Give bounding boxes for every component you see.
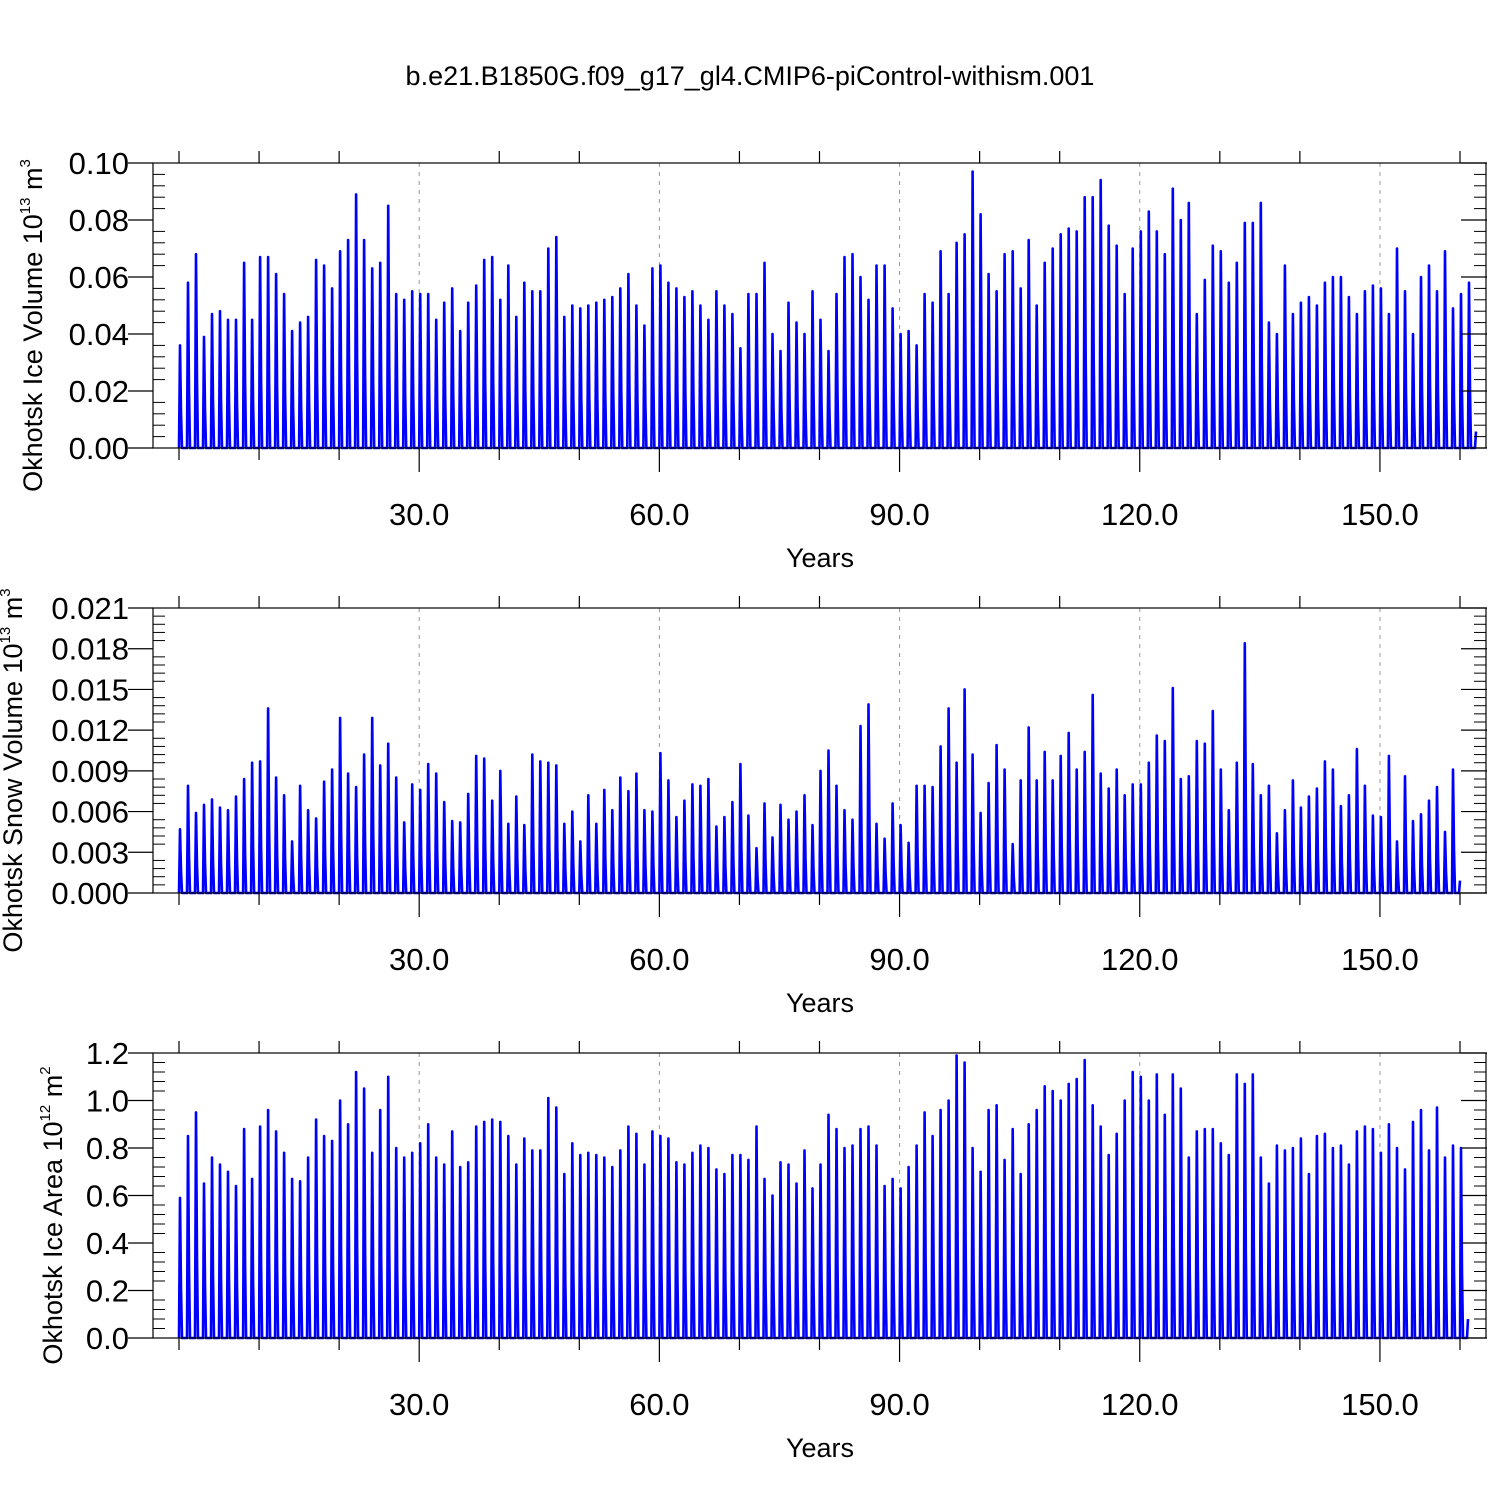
chart-title: b.e21.B1850G.f09_g17_gl4.CMIP6-piControl…: [406, 61, 1095, 91]
y-axis-label: Okhotsk Ice Area 1012 m2: [37, 1066, 68, 1364]
x-tick-label: 150.0: [1341, 942, 1419, 977]
y-axis-label-exp: 13: [17, 198, 34, 215]
y-tick-label: 0.2: [86, 1274, 129, 1309]
x-axis-label: Years: [786, 988, 854, 1018]
y-axis-label-main: Okhotsk Snow Volume 10: [0, 643, 28, 952]
y-tick-label: 0.6: [86, 1179, 129, 1214]
x-axis-label: Years: [786, 1433, 854, 1463]
y-axis-label-exp: 13: [0, 627, 14, 644]
x-tick-label: 120.0: [1101, 497, 1179, 532]
y-axis-label-main: Okhotsk Ice Volume 10: [18, 214, 48, 492]
series-line: [177, 1054, 1470, 1340]
y-axis-label-exp: 12: [37, 1105, 54, 1122]
x-tick-label: 120.0: [1101, 942, 1179, 977]
y-tick-label: 0.0: [86, 1321, 129, 1356]
y-tick-label: 0.021: [51, 591, 129, 626]
y-axis-label-unit-exp: 2: [37, 1066, 54, 1074]
y-tick-label: 0.015: [51, 672, 129, 707]
x-tick-label: 90.0: [869, 497, 929, 532]
y-tick-label: 0.00: [69, 431, 129, 466]
y-axis-label-unit-exp: 3: [17, 159, 34, 167]
x-tick-label: 60.0: [629, 1387, 689, 1422]
x-tick-label: 60.0: [629, 497, 689, 532]
y-tick-label: 0.006: [51, 795, 129, 830]
x-tick-label: 90.0: [869, 942, 929, 977]
y-tick-label: 1.2: [86, 1036, 129, 1071]
x-tick-label: 30.0: [389, 1387, 449, 1422]
chart-panel-1: 0.00 0.02 0.04 0.06 0.08 0.10 30.0 60.0 90.0 120.…: [17, 146, 1487, 573]
y-axis-label-unit: m: [38, 1075, 68, 1105]
chart-panel-2: 0.000 0.003 0.006 0.009 0.012 0.015 0.018 0.021…: [0, 588, 1487, 1018]
y-tick-label: 0.012: [51, 713, 129, 748]
x-tick-label: 150.0: [1341, 1387, 1419, 1422]
x-tick-label: 30.0: [389, 497, 449, 532]
y-tick-label: 0.000: [51, 876, 129, 911]
x-tick-label: 90.0: [869, 1387, 929, 1422]
y-axis-label-unit: m: [18, 168, 48, 198]
series-line: [177, 642, 1462, 895]
y-tick-label: 0.08: [69, 203, 129, 238]
y-axis-label: Okhotsk Snow Volume 1013 m3: [0, 588, 28, 952]
y-tick-label: 0.10: [69, 146, 129, 181]
y-tick-label: 0.8: [86, 1131, 129, 1166]
y-tick-label: 1.0: [86, 1084, 129, 1119]
y-axis-label-main: Okhotsk Ice Area 10: [38, 1121, 68, 1364]
series-line: [177, 170, 1478, 450]
y-tick-label: 0.04: [69, 317, 129, 352]
chart-panel-3: 0.0 0.2 0.4 0.6 0.8 1.0 1.2 30.0 60.0 90.0 120.0 15…: [37, 1036, 1487, 1463]
x-tick-label: 150.0: [1341, 497, 1419, 532]
x-tick-label: 120.0: [1101, 1387, 1179, 1422]
x-tick-label: 60.0: [629, 942, 689, 977]
x-tick-label: 30.0: [389, 942, 449, 977]
y-tick-label: 0.003: [51, 835, 129, 870]
y-tick-label: 0.06: [69, 260, 129, 295]
y-axis-label-unit-exp: 3: [0, 588, 14, 596]
y-tick-label: 0.4: [86, 1226, 129, 1261]
y-tick-label: 0.009: [51, 754, 129, 789]
y-tick-label: 0.02: [69, 374, 129, 409]
x-axis-label: Years: [786, 543, 854, 573]
y-tick-label: 0.018: [51, 632, 129, 667]
y-axis-label: Okhotsk Ice Volume 1013 m3: [17, 159, 48, 492]
y-axis-label-unit: m: [0, 597, 28, 627]
